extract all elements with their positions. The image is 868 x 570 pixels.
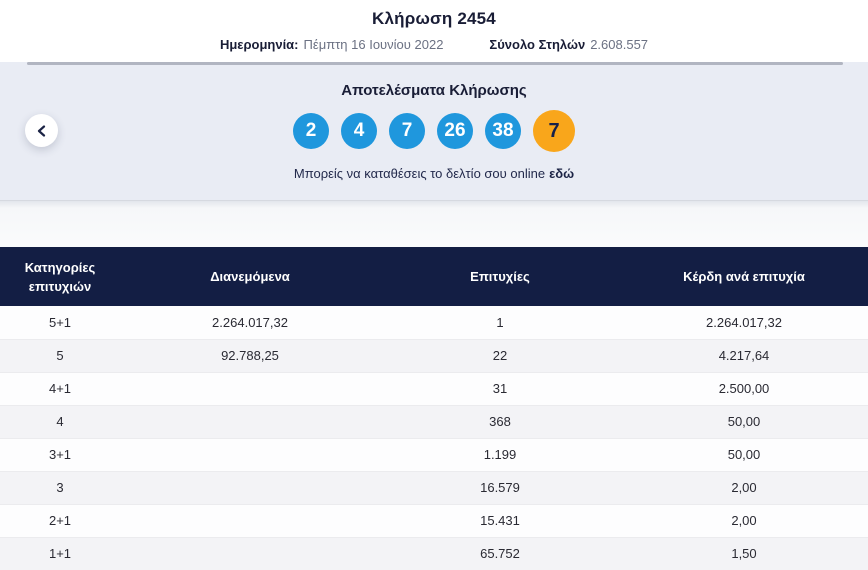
cell-category: 3: [0, 470, 120, 504]
cell-prize: 50,00: [620, 404, 868, 438]
cell-winners: 65.752: [380, 536, 620, 570]
cell-winners: 1.199: [380, 437, 620, 471]
prize-table-header: Κατηγορίες επιτυχιών Διανεμόμενα Επιτυχί…: [0, 247, 868, 306]
previous-draw-button[interactable]: [25, 114, 58, 147]
draw-header: Κλήρωση 2454 Ημερομηνία: Πέμπτη 16 Ιουνίο…: [0, 0, 868, 62]
draw-meta: Ημερομηνία: Πέμπτη 16 Ιουνίου 2022 Σύνολο…: [0, 37, 868, 52]
column-header-winners: Επιτυχίες: [380, 247, 620, 306]
total-columns-value: 2.608.557: [590, 37, 649, 52]
cell-winners: 368: [380, 404, 620, 438]
table-row: 3 16.579 2,00: [0, 470, 868, 504]
prize-table-body: 5+1 2.264.017,32 1 2.264.017,32 5 92.788…: [0, 306, 868, 570]
carousel-track-divider: [27, 62, 843, 65]
date-value: Πέμπτη 16 Ιουνίου 2022: [303, 37, 444, 52]
cell-winners: 22: [380, 338, 620, 372]
online-slip-note: Μπορείς να καταθέσεις το δελτίο σου onli…: [0, 166, 868, 181]
cell-prize: 1,50: [620, 536, 868, 570]
date-label: Ημερομηνία:: [219, 37, 299, 52]
cell-distributed: [120, 404, 380, 438]
online-slip-link[interactable]: εδώ: [549, 166, 575, 181]
table-row: 1+1 65.752 1,50: [0, 536, 868, 570]
draw-title: Κλήρωση 2454: [372, 9, 496, 28]
cell-category: 2+1: [0, 503, 120, 537]
table-row: 4 368 50,00: [0, 404, 868, 438]
draw-date: Ημερομηνία: Πέμπτη 16 Ιουνίου 2022: [220, 37, 443, 52]
table-row: 5+1 2.264.017,32 1 2.264.017,32: [0, 306, 868, 339]
cell-distributed: [120, 470, 380, 504]
cell-distributed: 2.264.017,32: [212, 314, 288, 330]
cell-category: 1+1: [0, 536, 120, 570]
draw-results-section: Αποτελέσματα Κλήρωσης 2 4 7 26 38 7 Μπορ…: [0, 62, 868, 200]
cell-category: 4: [0, 404, 120, 438]
total-columns: Σύνολο Στηλών 2.608.557: [489, 37, 648, 52]
cell-prize: 2,00: [620, 470, 868, 504]
cell-distributed: [120, 503, 380, 537]
column-header-categories: Κατηγορίες επιτυχιών: [0, 247, 120, 306]
column-header-prize: Κέρδη ανά επιτυχία: [620, 247, 868, 306]
online-slip-note-text: Μπορείς να καταθέσεις το δελτίο σου onli…: [293, 166, 546, 181]
cell-prize: 2.264.017,32: [706, 314, 782, 330]
table-row: 2+1 15.431 2,00: [0, 503, 868, 537]
cell-category: 5+1: [48, 314, 72, 330]
table-row: 4+1 31 2.500,00: [0, 371, 868, 405]
cell-winners: 1: [496, 314, 504, 330]
cell-prize: 50,00: [620, 437, 868, 471]
table-row: 3+1 1.199 50,00: [0, 437, 868, 471]
number-ball: 7: [389, 113, 425, 149]
cell-distributed: [120, 536, 380, 570]
chevron-left-icon: [37, 124, 46, 137]
cell-distributed: [120, 437, 380, 471]
number-ball: 38: [485, 113, 521, 149]
results-heading: Αποτελέσματα Κλήρωσης: [341, 82, 527, 99]
cell-distributed: [120, 371, 380, 405]
cell-prize: 2.500,00: [620, 371, 868, 405]
winning-numbers: 2 4 7 26 38 7: [0, 110, 868, 152]
section-spacer: [0, 200, 868, 247]
cell-prize: 2,00: [620, 503, 868, 537]
cell-category: 3+1: [0, 437, 120, 471]
cell-category: 4+1: [0, 371, 120, 405]
bonus-number-ball: 7: [533, 110, 575, 152]
number-ball: 26: [437, 113, 473, 149]
column-header-distributed: Διανεμόμενα: [120, 247, 380, 306]
cell-category: 5: [0, 338, 120, 372]
cell-winners: 16.579: [380, 470, 620, 504]
prize-table: Κατηγορίες επιτυχιών Διανεμόμενα Επιτυχί…: [0, 247, 868, 570]
table-row: 5 92.788,25 22 4.217,64: [0, 338, 868, 372]
number-ball: 4: [341, 113, 377, 149]
cell-winners: 15.431: [380, 503, 620, 537]
total-columns-label: Σύνολο Στηλών: [489, 37, 586, 52]
cell-distributed: 92.788,25: [120, 338, 380, 372]
cell-prize: 4.217,64: [620, 338, 868, 372]
number-ball: 2: [293, 113, 329, 149]
cell-winners: 31: [380, 371, 620, 405]
